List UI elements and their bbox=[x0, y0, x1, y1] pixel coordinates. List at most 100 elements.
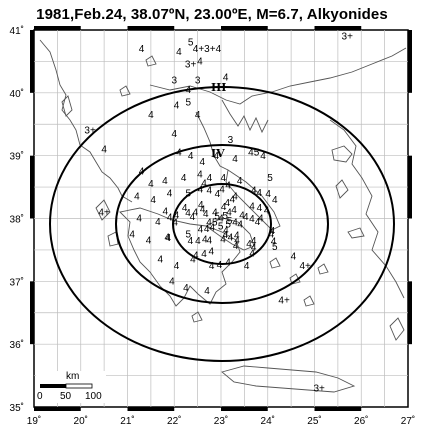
coast-cyclades-3 bbox=[303, 295, 315, 307]
isoseismal-v bbox=[172, 183, 272, 265]
intensity-mark-cluster: 4 bbox=[249, 249, 255, 260]
intensity-mark-cluster: 4 bbox=[255, 217, 261, 228]
intensity-mark: 3 bbox=[228, 135, 234, 146]
intensity-mark-cluster: 4 bbox=[209, 246, 215, 257]
intensity-mark-cluster: 4 bbox=[204, 224, 210, 235]
intensity-mark: 5 bbox=[185, 97, 191, 108]
intensity-mark: 4 bbox=[225, 258, 231, 269]
intensity-mark-cluster: 4 bbox=[234, 236, 240, 247]
longitude-tick-label: 24˚ bbox=[261, 415, 275, 427]
intensity-mark-cluster: 4 bbox=[219, 185, 225, 196]
intensity-mark: 4 bbox=[139, 167, 145, 178]
intensity-mark: 4 bbox=[101, 145, 107, 156]
intensity-mark: 4 bbox=[188, 151, 194, 162]
intensity-mark: 4 bbox=[190, 254, 196, 265]
intensity-mark-cluster: 4 bbox=[182, 203, 188, 214]
intensity-mark-cluster: 4 bbox=[223, 226, 229, 237]
intensity-mark-cluster: 4 bbox=[166, 233, 172, 244]
intensity-mark: 4 bbox=[164, 232, 170, 243]
intensity-mark-cluster: 4 bbox=[201, 249, 207, 260]
border-bar-bottom bbox=[34, 407, 81, 411]
intensity-mark: 4 bbox=[176, 47, 182, 58]
intensity-mark: 4 bbox=[239, 211, 245, 222]
intensity-mark: 4 bbox=[134, 192, 140, 203]
intensity-mark-cluster: 4 bbox=[188, 236, 194, 247]
intensity-mark-cluster: 4 bbox=[220, 235, 226, 246]
coast-cyclades-4 bbox=[317, 263, 329, 275]
intensity-mark: 4 bbox=[169, 276, 175, 287]
intensity-mark-cluster: 4 bbox=[195, 236, 201, 247]
intensity-mark-cluster: 4 bbox=[167, 213, 173, 224]
intensity-mark-cluster: 4 bbox=[271, 236, 277, 247]
intensity-mark-cluster: 4 bbox=[198, 225, 204, 236]
intensity-mark: 4 bbox=[174, 211, 180, 222]
longitude-tick-label: 21˚ bbox=[120, 415, 134, 427]
intensity-mark-cluster: 4 bbox=[162, 206, 168, 217]
intensity-mark: 5 bbox=[185, 229, 191, 240]
frame-border-bars bbox=[30, 26, 412, 411]
intensity-mark-cluster: 5 bbox=[227, 216, 233, 227]
intensity-mark: 4 bbox=[207, 236, 213, 247]
intensity-mark: 4 bbox=[237, 176, 243, 187]
border-bar-right bbox=[408, 30, 412, 93]
scale-bar-tick-0: 0 bbox=[37, 391, 43, 402]
intensity-mark: 4 bbox=[207, 185, 213, 196]
intensity-mark: 3+ bbox=[342, 31, 354, 42]
scale-bar-tick-100: 100 bbox=[85, 391, 102, 402]
coast-cyclades-2 bbox=[289, 273, 301, 285]
latitude-tick-label: 37˚ bbox=[10, 276, 24, 288]
intensity-mark: 4 bbox=[223, 72, 229, 83]
coast-thessaly bbox=[195, 111, 229, 171]
intensity-mark: 5 bbox=[267, 173, 273, 184]
coast-epirus bbox=[79, 144, 133, 203]
intensity-mark: 4 bbox=[167, 189, 173, 200]
intensity-mark: 4 bbox=[150, 195, 156, 206]
latitude-tick-label: 36˚ bbox=[10, 339, 24, 351]
intensity-mark-cluster: 4 bbox=[215, 189, 221, 200]
intensity-mark-cluster: 4 bbox=[249, 201, 255, 212]
intensity-mark: 5 bbox=[188, 38, 194, 49]
intensity-mark: 4 bbox=[232, 154, 238, 165]
scale-bar-segment-black bbox=[40, 384, 66, 388]
intensity-mark-cluster: 4 bbox=[231, 205, 237, 216]
intensity-mark: 4 bbox=[157, 254, 163, 265]
intensity-mark-cluster: 4 bbox=[226, 208, 232, 219]
longitude-tick-label: 20˚ bbox=[74, 415, 88, 427]
border-bar-right bbox=[408, 155, 412, 219]
intensity-mark: 4 bbox=[195, 110, 201, 121]
longitude-tick-label: 26˚ bbox=[354, 415, 368, 427]
border-bar-left bbox=[30, 30, 34, 93]
border-bar-top bbox=[127, 26, 175, 30]
border-bar-left bbox=[30, 155, 34, 219]
intensity-mark: 3+ bbox=[313, 383, 325, 394]
intensity-mark-cluster: 4 bbox=[237, 220, 243, 231]
map-title: 1981,Feb.24, 38.07ºN, 23.00ºE, M=6.7, Al… bbox=[36, 6, 388, 23]
intensity-mark: 4 bbox=[291, 251, 297, 262]
intensity-mark: 4 bbox=[218, 214, 224, 225]
intensity-mark-cluster: 4 bbox=[190, 212, 196, 223]
intensity-mark-cluster: 4 bbox=[232, 217, 238, 228]
border-bar-right bbox=[408, 281, 412, 345]
intensity-mark-cluster: 4 bbox=[249, 214, 255, 225]
intensity-mark-cluster: 4 bbox=[257, 203, 263, 214]
border-bar-top bbox=[221, 26, 268, 30]
intensity-mark: 4 bbox=[129, 229, 135, 240]
intensity-mark: 4 bbox=[139, 44, 145, 55]
intensity-mark: 45 bbox=[248, 148, 260, 159]
intensity-mark-cluster: 5 bbox=[214, 212, 220, 223]
intensity-mark: 4+ bbox=[98, 207, 110, 218]
intensity-mark-cluster: 4 bbox=[251, 242, 257, 253]
coast-samos bbox=[347, 227, 365, 239]
coast-kefalonia bbox=[95, 199, 111, 221]
intensity-mark: 4 bbox=[174, 261, 180, 272]
intensity-mark: 4 bbox=[176, 148, 182, 159]
intensity-mark-cluster: 4 bbox=[207, 173, 213, 184]
latitude-tick-label: 41˚ bbox=[10, 25, 24, 37]
isoseismal-label-iii: III bbox=[211, 81, 226, 94]
longitude-tick-label: 19˚ bbox=[27, 415, 41, 427]
intensity-mark-cluster: 4 bbox=[233, 241, 239, 252]
intensity-mark: 3+ bbox=[185, 60, 197, 71]
intensity-mark: 4+ bbox=[278, 295, 290, 306]
intensity-mark: 4 bbox=[258, 214, 264, 225]
coast-lakes bbox=[119, 55, 157, 97]
